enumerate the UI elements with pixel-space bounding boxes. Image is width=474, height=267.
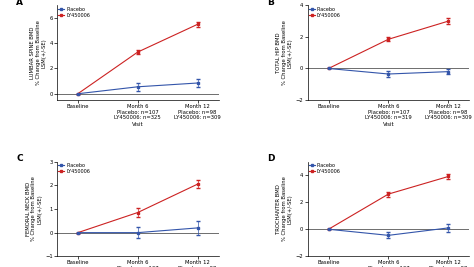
Text: A: A (17, 0, 23, 7)
Y-axis label: TROCHANTER BMD
% Change from Baseline
LSM(+/-SE): TROCHANTER BMD % Change from Baseline LS… (276, 176, 293, 241)
Legend: Placebo, LY450006: Placebo, LY450006 (309, 163, 341, 175)
Text: C: C (17, 154, 23, 163)
Text: D: D (267, 154, 274, 163)
Legend: Placebo, LY450006: Placebo, LY450006 (309, 6, 341, 18)
Y-axis label: FEMORAL NECK BMD
% Change from Baseline
LSM(+/-SE): FEMORAL NECK BMD % Change from Baseline … (26, 176, 42, 241)
X-axis label: Visit: Visit (132, 122, 144, 127)
Y-axis label: LUMBAR SPINE BMD
% Change from Baseline
LSM(+/-SE): LUMBAR SPINE BMD % Change from Baseline … (30, 20, 46, 85)
Y-axis label: TOTAL HIP BMD
% Change from Baseline
LSM(+/-SE): TOTAL HIP BMD % Change from Baseline LSM… (276, 20, 293, 85)
Text: B: B (267, 0, 274, 7)
Legend: Placebo, LY450006: Placebo, LY450006 (58, 163, 91, 175)
X-axis label: Visit: Visit (383, 122, 394, 127)
Legend: Placebo, LY450006: Placebo, LY450006 (58, 6, 91, 18)
